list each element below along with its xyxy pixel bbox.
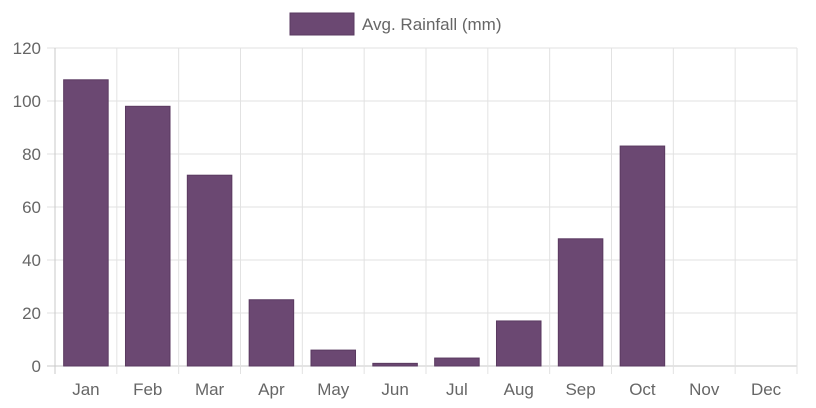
bar-oct[interactable] — [619, 145, 666, 367]
x-tick-label: Oct — [629, 380, 656, 399]
y-tick-label: 80 — [22, 145, 41, 164]
bar-aug[interactable] — [495, 320, 542, 367]
legend-label: Avg. Rainfall (mm) — [362, 15, 502, 34]
legend[interactable]: Avg. Rainfall (mm) — [289, 12, 502, 36]
x-tick-label: Aug — [504, 380, 534, 399]
y-tick-label: 100 — [13, 92, 41, 111]
x-tick-label: May — [317, 380, 350, 399]
y-tick-label: 0 — [32, 357, 41, 376]
bar-jul[interactable] — [434, 357, 480, 367]
bar-feb[interactable] — [124, 105, 171, 367]
y-tick-label: 20 — [22, 304, 41, 323]
x-tick-label: Jul — [446, 380, 468, 399]
x-tick-label: Jun — [381, 380, 408, 399]
bars — [63, 79, 666, 367]
x-tick-label: Mar — [195, 380, 225, 399]
y-tick-label: 40 — [22, 251, 41, 270]
bar-may[interactable] — [310, 349, 357, 367]
bar-apr[interactable] — [248, 299, 295, 367]
x-tick-label: Feb — [133, 380, 162, 399]
bar-jun[interactable] — [372, 362, 418, 367]
legend-swatch — [289, 12, 355, 36]
y-tick-label: 120 — [13, 39, 41, 58]
bar-jan[interactable] — [63, 79, 109, 367]
x-tick-label: Jan — [72, 380, 99, 399]
bar-sep[interactable] — [557, 238, 604, 367]
x-tick-label: Dec — [751, 380, 782, 399]
x-tick-label: Nov — [689, 380, 720, 399]
x-tick-label: Sep — [565, 380, 595, 399]
axes: 0 20 40 60 80 100 120 Jan Feb Mar Apr May Jun Jul Aug S… — [13, 39, 782, 399]
y-tick-label: 60 — [22, 198, 41, 217]
x-tick-label: Apr — [258, 380, 285, 399]
grid — [47, 47, 798, 374]
bar-mar[interactable] — [186, 174, 233, 367]
